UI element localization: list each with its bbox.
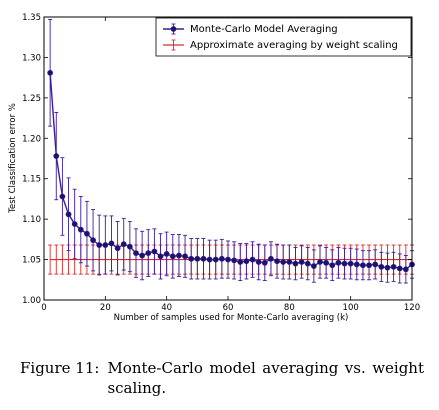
mc-point-58	[402, 266, 409, 273]
x-tick-label: 80	[284, 303, 295, 313]
mc-point-2	[59, 193, 66, 200]
mc-point-3	[65, 211, 72, 218]
x-tick-label: 120	[404, 303, 420, 313]
mc-point-44	[317, 259, 323, 265]
mc-point-49	[347, 260, 354, 267]
legend-swatch-mc	[163, 23, 184, 35]
x-tick-label: 100	[343, 303, 359, 313]
mc-point-23	[188, 255, 195, 262]
mc-point-5	[77, 226, 84, 233]
legend-label-ws: Approximate averaging by weight scaling	[190, 40, 398, 51]
mc-point-40	[292, 260, 299, 267]
mc-point-9	[102, 242, 109, 248]
mc-point-42	[304, 260, 311, 267]
legend-swatch-ws	[163, 39, 184, 51]
mc-point-39	[286, 259, 293, 265]
mc-point-30	[231, 257, 238, 264]
mc-point-12	[120, 241, 127, 248]
mc-point-47	[335, 259, 342, 266]
mc-point-56	[390, 263, 397, 270]
x-tick-label: 60	[223, 303, 234, 313]
mc-point-19	[163, 251, 170, 257]
caption-label: Figure 11:	[20, 359, 100, 377]
mc-point-14	[133, 250, 139, 257]
mc-point-55	[384, 264, 391, 271]
legend: Monte-Carlo Model Averaging Approximate …	[155, 17, 412, 57]
mc-point-17	[151, 248, 158, 255]
y-tick-label: 1.30	[22, 53, 41, 63]
mc-point-36	[268, 255, 274, 262]
mc-point-35	[261, 259, 268, 266]
mc-point-26	[206, 256, 213, 263]
mc-point-46	[329, 262, 336, 269]
mc-point-52	[366, 262, 372, 269]
x-tick-label: 40	[161, 303, 172, 313]
mc-point-16	[145, 250, 152, 257]
mc-point-41	[298, 259, 305, 265]
mc-point-24	[194, 255, 201, 262]
mc-point-18	[157, 253, 164, 260]
x-tick-label: 0	[41, 303, 46, 313]
mc-point-1	[53, 153, 60, 159]
mc-point-6	[84, 230, 90, 237]
mc-point-34	[255, 259, 262, 265]
mc-point-38	[280, 259, 287, 265]
mc-point-53	[372, 261, 379, 268]
mc-point-20	[169, 253, 176, 260]
legend-mc-marker	[170, 26, 177, 32]
mc-point-37	[274, 258, 280, 265]
legend-box	[155, 17, 412, 57]
mc-point-22	[182, 253, 188, 260]
y-tick-label: 1.05	[22, 256, 41, 266]
mc-point-21	[176, 252, 182, 259]
mc-point-0	[47, 69, 54, 76]
y-tick-label: 1.20	[22, 134, 41, 144]
mc-point-29	[225, 256, 231, 263]
y-tick-label: 1.00	[22, 296, 41, 306]
mc-point-33	[249, 256, 256, 263]
mc-point-57	[396, 265, 403, 272]
y-tick-label: 1.35	[22, 13, 41, 23]
mc-point-50	[353, 261, 360, 268]
mc-point-15	[139, 252, 146, 259]
mc-point-11	[114, 245, 121, 252]
figure-caption: Figure 11: Monte-Carlo model averaging v…	[20, 358, 424, 398]
y-tick-label: 1.25	[22, 94, 41, 104]
caption-text: Monte-Carlo model averaging vs. weight s…	[107, 359, 424, 397]
x-axis-label: Number of samples used for Monte-Carlo a…	[114, 313, 349, 323]
mc-point-32	[243, 258, 250, 265]
mc-point-51	[360, 262, 366, 269]
mc-point-8	[96, 242, 103, 248]
mc-point-28	[218, 255, 225, 262]
y-tick-label: 1.10	[22, 215, 41, 225]
mc-point-27	[212, 256, 219, 263]
mc-point-4	[71, 221, 78, 227]
y-tick-label: 1.15	[22, 175, 41, 185]
mc-point-45	[323, 259, 330, 266]
x-tick-label: 20	[100, 303, 111, 313]
mc-point-25	[200, 255, 207, 262]
mc-point-54	[378, 263, 385, 270]
mc-point-43	[310, 263, 317, 269]
mc-point-10	[108, 240, 115, 247]
mc-point-7	[90, 237, 96, 244]
mc-point-13	[126, 243, 133, 250]
mc-point-31	[237, 259, 244, 265]
y-axis-label: Test Classification error %	[8, 103, 18, 214]
mc-point-48	[341, 260, 348, 267]
legend-label-mc: Monte-Carlo Model Averaging	[190, 24, 338, 35]
mc-series-line	[49, 72, 413, 271]
